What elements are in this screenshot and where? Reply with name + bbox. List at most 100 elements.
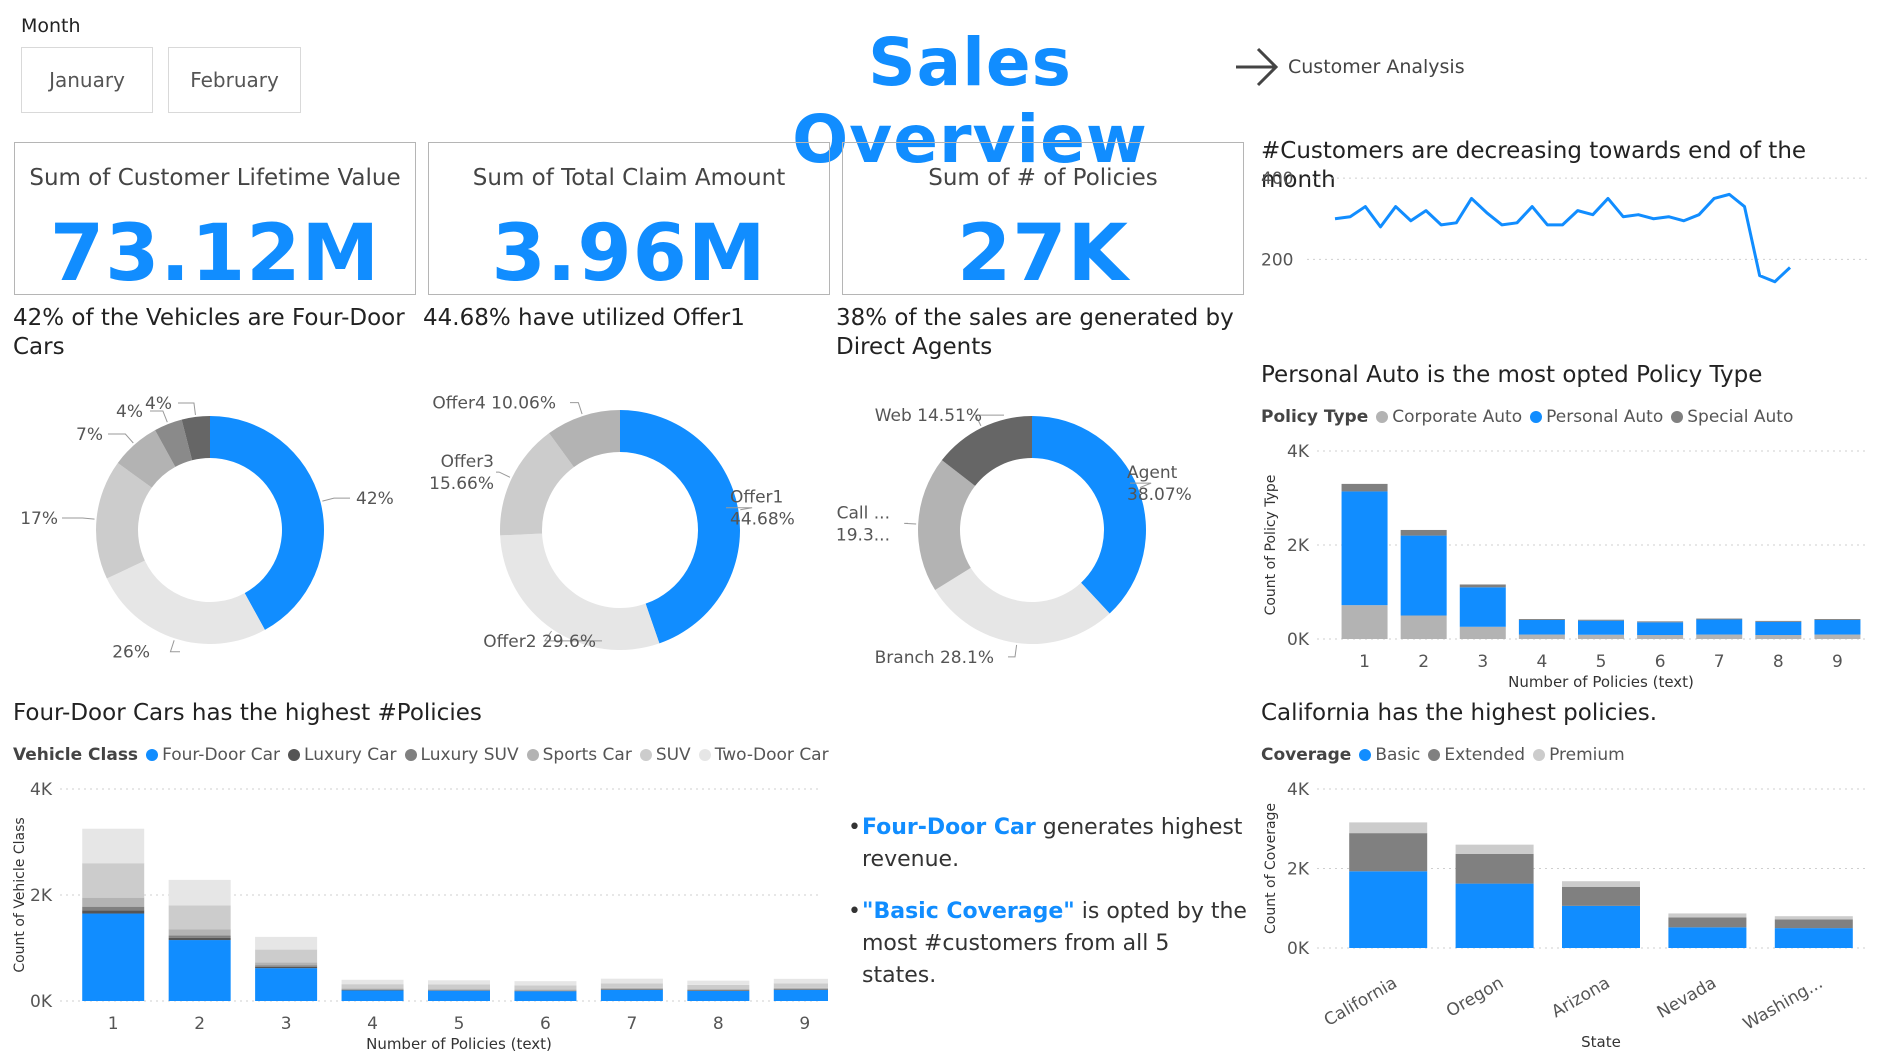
legend-item[interactable]: Four-Door Car — [146, 745, 280, 765]
kpi-value: 3.96M — [491, 209, 767, 299]
donut-data-label: Offer4 10.06% — [432, 394, 556, 414]
bar-segment — [1341, 483, 1388, 492]
bar-segment — [1455, 853, 1534, 884]
legend-item[interactable]: Luxury Car — [288, 745, 397, 765]
donut-data-label: 38.07% — [1127, 485, 1192, 505]
donut-data-label: Offer3 — [441, 452, 494, 472]
legend-dot-icon — [1530, 411, 1543, 423]
bar-segment — [514, 991, 577, 1001]
donut-data-label: 4% — [145, 394, 172, 414]
bar-segment — [1668, 927, 1747, 948]
leader-line — [543, 630, 602, 642]
bar-segment — [600, 989, 663, 1001]
donut-data-label: 42% — [356, 489, 394, 509]
legend-dot-icon — [1428, 749, 1441, 761]
bar-segment — [168, 935, 231, 938]
bar-segment — [1637, 621, 1684, 623]
legend-dot-icon — [698, 749, 711, 761]
bar-segment — [1455, 844, 1534, 854]
customer-analysis-nav-label: Customer Analysis — [1288, 56, 1465, 78]
legend-item[interactable]: Special Auto — [1671, 407, 1793, 427]
legend-item[interactable]: Premium — [1533, 745, 1625, 765]
bar-segment — [687, 990, 750, 1001]
month-option-february[interactable]: February — [168, 47, 301, 113]
bar-segment — [82, 913, 145, 1001]
legend-item[interactable]: Two-Door Car — [698, 745, 829, 765]
legend-item[interactable]: SUV — [639, 745, 691, 765]
bar-segment — [1562, 905, 1640, 948]
customers-line-chart[interactable]: 200 400 — [1255, 170, 1875, 300]
bar-segment — [1400, 529, 1447, 536]
legend-item[interactable]: Corporate Auto — [1376, 407, 1522, 427]
bar-segment — [773, 987, 828, 990]
x-tick-label: 2 — [1418, 652, 1429, 672]
donut-data-label: 26% — [112, 643, 150, 663]
legend-item[interactable]: Luxury SUV — [404, 745, 519, 765]
donut-data-label: Offer2 29.6% — [483, 632, 596, 652]
donut-slice — [106, 560, 265, 644]
bar-segment — [428, 984, 490, 989]
legend-label: Premium — [1549, 745, 1625, 765]
bar-segment — [1341, 491, 1388, 606]
bullet-icon: • — [848, 815, 861, 840]
donut-slice — [1032, 416, 1146, 614]
leader-line — [150, 410, 168, 423]
bar-segment — [1349, 871, 1428, 948]
x-tick-label: 8 — [1773, 652, 1784, 672]
bar-segment — [514, 981, 577, 986]
bar-segment — [773, 989, 828, 1001]
x-axis-title: State — [1581, 1033, 1621, 1051]
coverage-legend: Coverage Basic Extended Premium — [1261, 745, 1633, 765]
y-tick-label: 4K — [30, 780, 53, 800]
legend-item[interactable]: Basic — [1359, 745, 1420, 765]
legend-label: Extended — [1444, 745, 1526, 765]
y-tick-label: 4K — [1287, 780, 1310, 800]
y-tick-label: 200 — [1261, 250, 1293, 270]
month-option-january[interactable]: January — [21, 47, 153, 113]
x-tick-label: 5 — [1596, 652, 1607, 672]
x-tick-label: 7 — [626, 1014, 637, 1034]
donut-data-label: 7% — [76, 425, 103, 445]
bar-segment — [1668, 913, 1747, 918]
bar-segment — [1637, 622, 1684, 636]
legend-item[interactable]: Extended — [1428, 745, 1525, 765]
bar-segment — [1341, 605, 1388, 639]
bar-segment — [1755, 621, 1802, 636]
leader-line — [62, 517, 95, 520]
insight-highlight: "Basic Coverage" — [862, 899, 1075, 924]
donut-data-label: Branch 28.1% — [875, 648, 994, 668]
legend-dot-icon — [404, 749, 417, 761]
policy-type-bar-chart[interactable]: 0K 2K 4K 1 2 3 4 5 6 7 8 9 Number of Policies (text)… — [1255, 437, 1875, 695]
bar-segment — [1696, 634, 1743, 639]
kpi-value: 73.12M — [49, 209, 381, 299]
vehicle-donut-chart[interactable]: 42% 26% 17% 7% 4% 4% — [0, 360, 420, 680]
y-tick-label: 2K — [1287, 536, 1310, 556]
channel-donut-title: 38% of the sales are generated by Direct… — [836, 305, 1234, 360]
bar-segment — [1774, 916, 1853, 920]
leader-line — [974, 414, 1004, 427]
donut-data-label: Call ... — [837, 503, 890, 523]
insight-body: generates highest revenue. — [862, 815, 1243, 872]
x-tick-label: 9 — [1832, 652, 1843, 672]
bar-segment — [687, 989, 750, 991]
donut-data-label: 17% — [20, 509, 58, 529]
customer-analysis-nav-button[interactable]: Customer Analysis — [1232, 44, 1465, 90]
insight-body: is opted by the most #customers from all… — [862, 899, 1247, 988]
vehicle-class-bar-chart[interactable]: 0K 2K 4K 1 2 3 4 5 6 7 8 9 Number of Policies (text)… — [8, 775, 828, 1053]
legend-item[interactable]: Personal Auto — [1530, 407, 1663, 427]
x-tick-label: 4 — [367, 1014, 378, 1034]
bar-segment — [82, 863, 145, 898]
kpi-card-lifetime-value: Sum of Customer Lifetime Value 73.12M — [14, 142, 416, 299]
legend-label: Special Auto — [1687, 407, 1794, 427]
bar-segment — [341, 979, 404, 985]
x-tick-label: 9 — [799, 1014, 810, 1034]
bar-segment — [1755, 635, 1802, 639]
legend-label: Sports Car — [542, 745, 632, 765]
donut-slice — [500, 533, 660, 650]
legend-item[interactable]: Sports Car — [526, 745, 632, 765]
coverage-bar-chart[interactable]: 0K 2K 4K California Oregon Arizona Nevada Washi… — [1255, 775, 1875, 1053]
donut-slice — [181, 416, 210, 461]
legend-dot-icon — [288, 749, 301, 761]
